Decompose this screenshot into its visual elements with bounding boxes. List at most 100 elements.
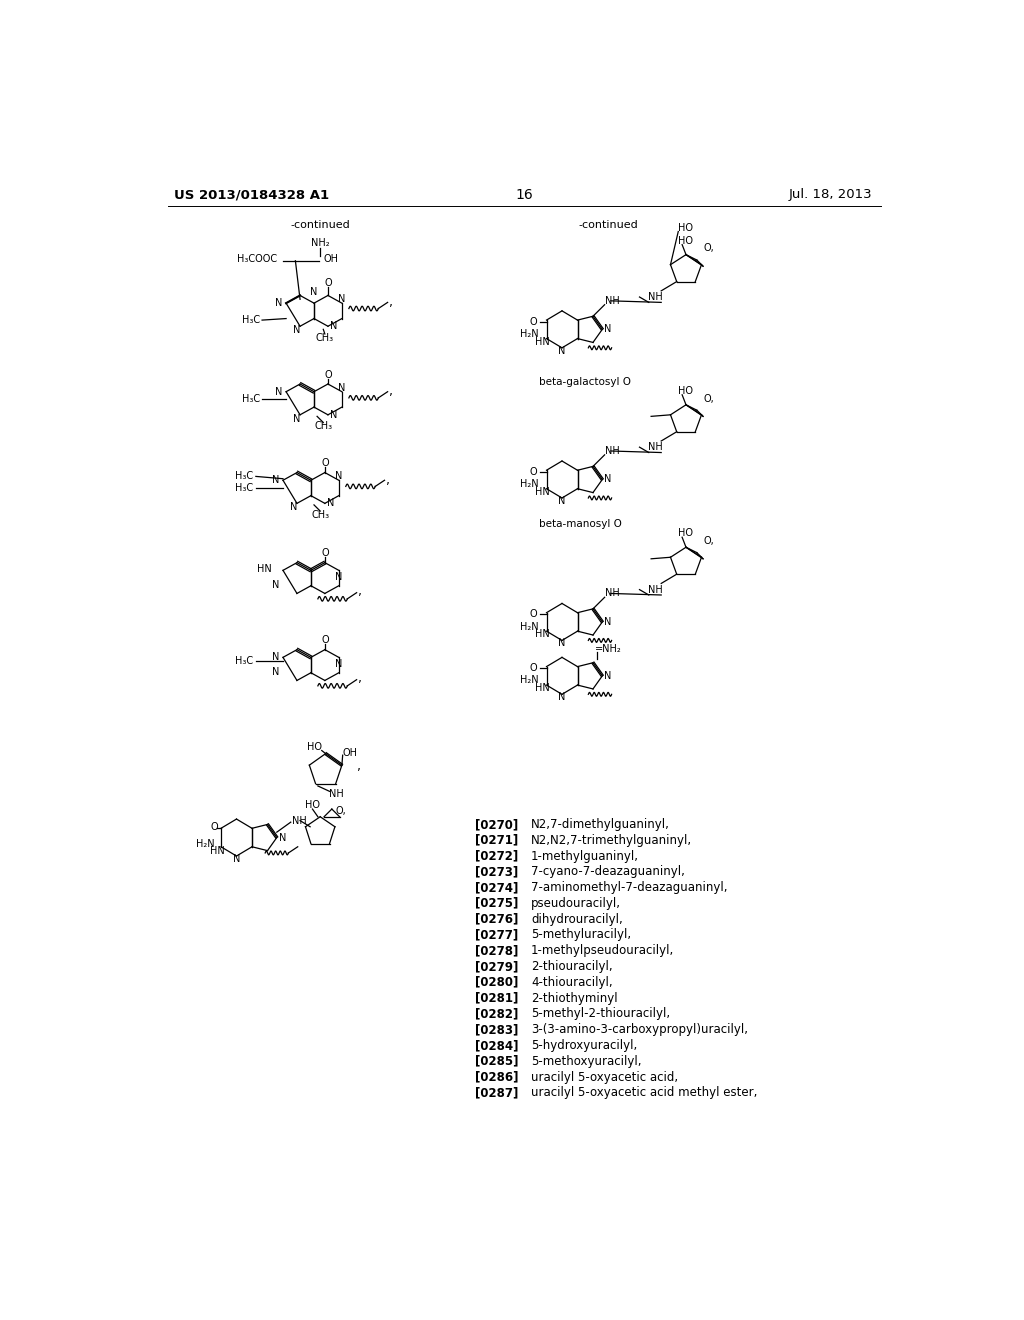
Text: O: O (322, 635, 329, 645)
Text: -continued: -continued (579, 220, 638, 231)
Text: ,: , (389, 385, 393, 399)
Text: N: N (558, 346, 565, 356)
Text: N: N (338, 383, 345, 393)
Text: N: N (335, 659, 342, 668)
Text: N: N (604, 325, 611, 334)
Text: HO: HO (307, 742, 322, 752)
Text: O,: O, (703, 243, 714, 253)
Text: O: O (529, 663, 538, 673)
Text: HO: HO (678, 236, 693, 246)
Text: H₂N: H₂N (520, 622, 539, 631)
Text: N: N (604, 616, 611, 627)
Text: N2,7-dimethylguaninyl,: N2,7-dimethylguaninyl, (531, 818, 670, 832)
Text: O: O (529, 610, 538, 619)
Text: NH: NH (647, 292, 663, 302)
Text: O: O (322, 458, 329, 469)
Text: O,: O, (703, 393, 714, 404)
Text: [0287]: [0287] (475, 1086, 518, 1100)
Text: pseudouracilyl,: pseudouracilyl, (531, 896, 621, 909)
Text: NH: NH (604, 296, 620, 306)
Text: N: N (275, 387, 283, 397)
Text: NH: NH (604, 446, 620, 455)
Text: [0285]: [0285] (475, 1055, 519, 1068)
Text: N: N (275, 298, 283, 308)
Text: HN: HN (535, 630, 550, 639)
Text: OH: OH (324, 253, 338, 264)
Text: N: N (338, 294, 345, 305)
Text: HN: HN (257, 564, 271, 574)
Text: N: N (335, 572, 342, 582)
Text: N: N (604, 671, 611, 681)
Text: NH₂: NH₂ (311, 238, 330, 248)
Text: 5-hydroxyuracilyl,: 5-hydroxyuracilyl, (531, 1039, 637, 1052)
Text: [0280]: [0280] (475, 975, 518, 989)
Text: [0274]: [0274] (475, 880, 518, 894)
Text: H₃C: H₃C (242, 315, 260, 325)
Text: HO: HO (678, 385, 693, 396)
Text: [0286]: [0286] (475, 1071, 519, 1084)
Text: O: O (529, 317, 538, 326)
Text: O: O (529, 467, 538, 477)
Text: 7-cyano-7-deazaguaninyl,: 7-cyano-7-deazaguaninyl, (531, 866, 685, 878)
Text: H₂N: H₂N (520, 676, 539, 685)
Text: NH: NH (647, 442, 663, 453)
Text: HO: HO (678, 223, 693, 232)
Text: NH: NH (330, 788, 344, 799)
Text: N: N (327, 499, 334, 508)
Text: N: N (558, 496, 565, 506)
Text: CH₃: CH₃ (315, 333, 334, 343)
Text: NH: NH (647, 585, 663, 594)
Text: H₂N: H₂N (520, 479, 539, 490)
Text: 2-thiothyminyl: 2-thiothyminyl (531, 991, 617, 1005)
Text: N: N (272, 475, 280, 486)
Text: 5-methyl-2-thiouracilyl,: 5-methyl-2-thiouracilyl, (531, 1007, 670, 1020)
Text: uracilyl 5-oxyacetic acid methyl ester,: uracilyl 5-oxyacetic acid methyl ester, (531, 1086, 758, 1100)
Text: H₂N: H₂N (520, 329, 539, 339)
Text: dihydrouracilyl,: dihydrouracilyl, (531, 912, 623, 925)
Text: [0272]: [0272] (475, 850, 518, 862)
Text: N: N (293, 413, 301, 424)
Text: uracilyl 5-oxyacetic acid,: uracilyl 5-oxyacetic acid, (531, 1071, 678, 1084)
Text: N: N (330, 409, 337, 420)
Text: HN: HN (210, 846, 225, 857)
Text: ,: , (386, 474, 390, 487)
Text: [0282]: [0282] (475, 1007, 518, 1020)
Text: O: O (322, 548, 329, 558)
Text: US 2013/0184328 A1: US 2013/0184328 A1 (174, 187, 330, 201)
Text: 2-thiouracilyl,: 2-thiouracilyl, (531, 960, 612, 973)
Text: [0273]: [0273] (475, 866, 518, 878)
Text: O: O (325, 279, 332, 288)
Text: [0271]: [0271] (475, 834, 518, 846)
Text: N: N (290, 502, 298, 512)
Text: N: N (280, 833, 287, 842)
Text: 16: 16 (516, 187, 534, 202)
Text: N: N (272, 652, 280, 663)
Text: N: N (330, 321, 337, 331)
Text: H₃C: H₃C (236, 471, 254, 482)
Text: O,: O, (336, 805, 346, 816)
Text: [0277]: [0277] (475, 928, 518, 941)
Text: HN: HN (535, 684, 550, 693)
Text: 5-methoxyuracilyl,: 5-methoxyuracilyl, (531, 1055, 641, 1068)
Text: ,: , (389, 296, 393, 309)
Text: H₃C: H₃C (236, 483, 254, 492)
Text: N: N (272, 579, 280, 590)
Text: beta-galactosyl O: beta-galactosyl O (539, 376, 631, 387)
Text: CH₃: CH₃ (311, 510, 330, 520)
Text: N: N (272, 667, 280, 677)
Text: N: N (335, 471, 342, 482)
Text: [0275]: [0275] (475, 896, 518, 909)
Text: [0278]: [0278] (475, 944, 518, 957)
Text: O: O (211, 822, 218, 832)
Text: NH: NH (292, 816, 307, 825)
Text: HO: HO (678, 528, 693, 539)
Text: Jul. 18, 2013: Jul. 18, 2013 (788, 187, 872, 201)
Text: 4-thiouracilyl,: 4-thiouracilyl, (531, 975, 612, 989)
Text: =NH₂: =NH₂ (595, 644, 622, 653)
Text: [0283]: [0283] (475, 1023, 518, 1036)
Text: [0270]: [0270] (475, 818, 518, 832)
Text: N: N (558, 693, 565, 702)
Text: ,: , (356, 760, 360, 774)
Text: CH₃: CH₃ (314, 421, 333, 432)
Text: H₃COOC: H₃COOC (237, 253, 276, 264)
